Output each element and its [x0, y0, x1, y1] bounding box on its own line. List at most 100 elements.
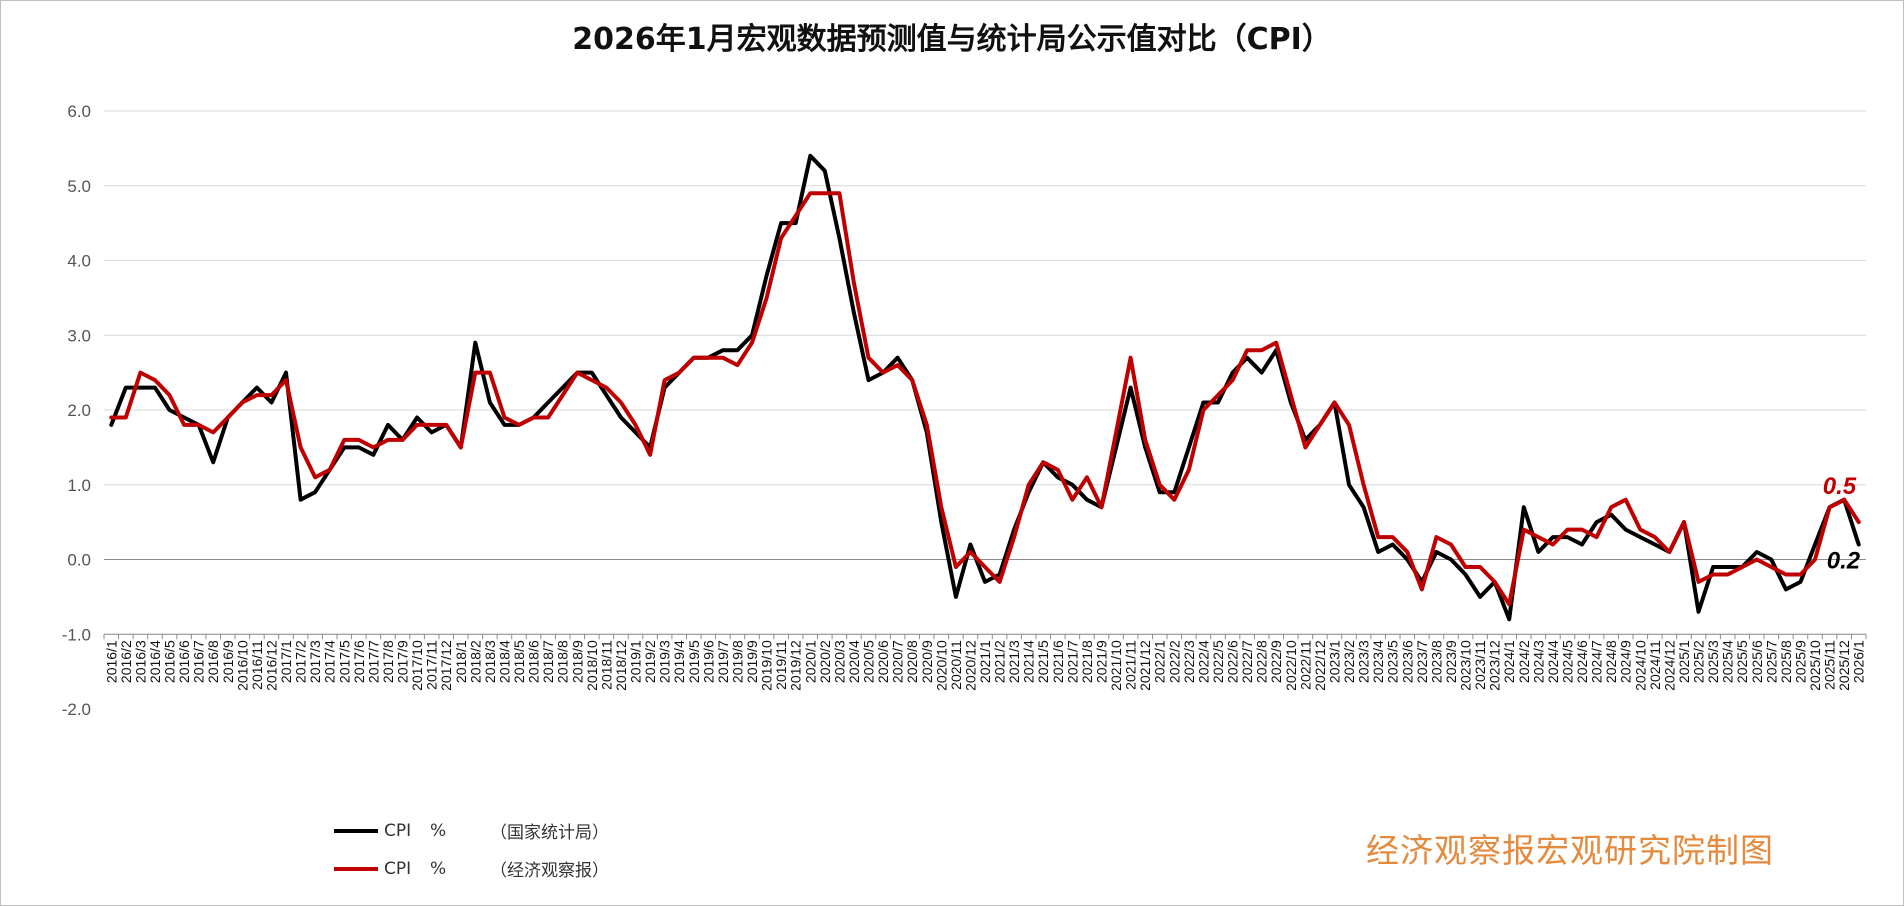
x-tick-label: 2017/11 [424, 640, 440, 690]
data-point [1173, 498, 1176, 501]
data-point [386, 438, 390, 442]
x-tick-label: 2023/4 [1370, 640, 1386, 683]
x-tick-label: 2020/12 [962, 640, 978, 691]
data-point [1260, 349, 1263, 352]
data-point [1362, 483, 1365, 486]
x-tick-label: 2021/11 [1123, 640, 1139, 690]
data-point [1566, 535, 1569, 539]
data-point [1755, 558, 1758, 561]
x-tick-label: 2021/9 [1093, 640, 1109, 683]
data-point [1071, 498, 1074, 501]
data-point [1682, 520, 1686, 524]
x-tick-label: 2017/2 [293, 640, 309, 683]
data-point [1770, 565, 1773, 569]
x-tick-label: 2016/12 [263, 640, 279, 691]
data-point [1173, 491, 1176, 494]
data-point [488, 401, 492, 404]
data-point [313, 491, 317, 494]
x-tick-label: 2022/11 [1297, 640, 1313, 690]
x-tick-label: 2021/5 [1035, 640, 1051, 683]
data-point [1216, 401, 1220, 404]
data-point [212, 431, 215, 434]
data-point [1143, 438, 1147, 442]
legend-label-source: （经济观察报） [490, 861, 609, 881]
data-point [1391, 535, 1394, 539]
x-tick-label: 2019/9 [744, 640, 760, 683]
chart-title: 2026年1月宏观数据预测值与统计局公示值对比（CPI） [572, 22, 1332, 57]
legend-item-eeo: CPI % （经济观察报） [334, 856, 609, 881]
data-point [1202, 401, 1205, 404]
x-tick-label: 2022/2 [1166, 640, 1182, 683]
x-tick-label: 2018/11 [598, 640, 614, 690]
x-tick-label: 2025/8 [1778, 640, 1794, 683]
x-tick-label: 2024/9 [1618, 640, 1634, 683]
data-point [299, 446, 302, 449]
data-point [954, 565, 958, 569]
data-point [1813, 543, 1817, 546]
data-point [1624, 498, 1627, 501]
data-point [1522, 505, 1525, 509]
data-point [736, 363, 739, 367]
x-tick-label: 2023/10 [1458, 640, 1474, 691]
data-point [1537, 535, 1540, 539]
x-tick-label: 2016/4 [147, 640, 163, 683]
data-point [1304, 446, 1307, 449]
x-tick-label: 2022/3 [1181, 640, 1197, 683]
series-line-0 [109, 153, 1861, 622]
x-tick-label: 2019/1 [628, 640, 644, 683]
legend-swatch-black [334, 828, 378, 833]
x-tick-label: 2022/6 [1225, 640, 1241, 683]
data-point [313, 476, 317, 479]
x-tick-label: 2019/12 [788, 640, 804, 691]
data-point [1697, 580, 1700, 584]
data-point [1012, 535, 1016, 539]
data-point [1231, 378, 1234, 382]
x-tick-label: 2025/9 [1792, 640, 1808, 683]
data-point [546, 416, 550, 419]
x-tick-label: 2022/10 [1283, 640, 1299, 691]
data-point [1668, 550, 1671, 554]
x-tick-label: 2020/2 [817, 640, 833, 683]
x-tick-label: 2017/10 [409, 640, 425, 691]
data-point [212, 461, 215, 464]
x-tick-label: 2023/3 [1356, 640, 1372, 683]
x-tick-label: 2021/1 [977, 640, 993, 683]
data-point [1376, 550, 1380, 554]
data-point [1609, 513, 1613, 516]
data-point [663, 378, 666, 382]
data-point [1639, 535, 1642, 539]
x-tick-label: 2022/5 [1210, 640, 1226, 683]
y-tick-label: 6.0 [67, 102, 91, 121]
data-point [619, 401, 623, 404]
data-point [1537, 550, 1540, 554]
data-point [809, 154, 812, 158]
data-point [1799, 573, 1802, 576]
data-point [1406, 550, 1409, 554]
x-tick-label: 2019/5 [686, 640, 702, 683]
data-point [474, 371, 477, 374]
data-point [969, 543, 972, 546]
data-point [1245, 356, 1249, 359]
legend-item-nbs: CPI % （国家统计局） [334, 818, 609, 843]
x-tick-label: 2016/1 [103, 640, 119, 683]
x-tick-label: 2024/8 [1603, 640, 1619, 683]
x-tick-label: 2021/7 [1064, 640, 1080, 683]
data-point [838, 192, 841, 195]
data-point [881, 371, 885, 374]
data-point [794, 221, 797, 225]
data-point [1857, 543, 1860, 546]
data-point [1464, 573, 1467, 576]
data-point [168, 408, 171, 412]
x-tick-label: 2016/8 [205, 640, 221, 683]
data-point [1741, 565, 1744, 569]
end-value-label: 0.2 [1827, 548, 1861, 575]
data-point [925, 423, 928, 427]
data-point [721, 349, 725, 352]
y-tick-label: 2.0 [67, 401, 91, 420]
data-point [1435, 535, 1438, 539]
x-tick-label: 2024/5 [1559, 640, 1575, 683]
x-tick-label: 2024/3 [1530, 640, 1546, 683]
x-tick-label: 2018/3 [482, 640, 498, 683]
data-point [357, 446, 361, 449]
